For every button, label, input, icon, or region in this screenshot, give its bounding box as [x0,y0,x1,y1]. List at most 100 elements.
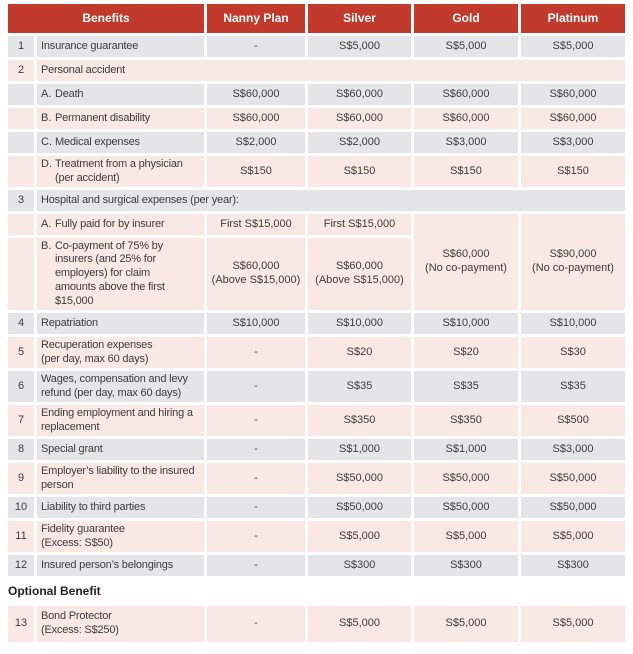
value-silver: S$5,000 [308,36,411,57]
value-nanny-plan: S$60,000 (Above S$15,000) [207,238,305,310]
value-silver: S$60,000 [308,108,411,129]
value-silver: S$20 [308,337,411,368]
value-gold: S$5,000 [414,521,518,552]
value-nanny-plan: - [207,405,305,436]
value-nanny-plan: S$150 [207,156,305,187]
value-gold: S$20 [414,337,518,368]
row-number: 2 [8,60,34,81]
row-number: 8 [8,439,34,460]
value-platinum: S$3,000 [521,439,625,460]
row-number: 6 [8,371,34,402]
value-nanny-plan: S$60,000 [207,108,305,129]
benefit-label: A. Death [37,84,204,105]
plan-comparison-table: Benefits Nanny Plan Silver Gold Platinum… [8,4,625,642]
value-nanny-plan: - [207,371,305,402]
benefit-letter: B. [41,111,52,124]
benefit-label: Ending employment and hiring a replaceme… [37,405,204,436]
value-silver: S$35 [308,371,411,402]
value-silver: S$1,000 [308,439,411,460]
value-platinum: S$150 [521,156,625,187]
value-gold-merged: S$60,000 (No co-payment) [414,214,518,310]
value-gold: S$60,000 [414,84,518,105]
value-silver: S$300 [308,555,411,576]
value-nanny-plan: - [207,463,305,494]
value-nanny-plan: - [207,337,305,368]
value-platinum: S$30 [521,337,625,368]
value-platinum: S$5,000 [521,521,625,552]
row-number: 3 [8,190,34,211]
benefit-text: Fully paid for by insurer [55,217,165,230]
benefit-letter: A. [41,87,52,100]
value-platinum: S$3,000 [521,132,625,153]
value-nanny-plan: S$60,000 [207,84,305,105]
section-label: Hospital and surgical expenses (per year… [37,190,625,211]
row-number-empty [8,214,34,235]
benefit-text: Death [55,87,84,100]
row-number: 5 [8,337,34,368]
benefit-label: Wages, compensation and levy refund (per… [37,371,204,402]
benefit-text: Wages, compensation and levy refund (per… [41,372,188,399]
benefit-text: Ending employment and hiring a replaceme… [41,406,193,433]
value-gold: S$5,000 [414,606,518,642]
value-silver: S$60,000 (Above S$15,000) [308,238,411,310]
benefit-label: Repatriation [37,313,204,334]
value-silver: S$5,000 [308,521,411,552]
value-gold: S$5,000 [414,36,518,57]
benefit-label: C. Medical expenses [37,132,204,153]
value-platinum: S$60,000 [521,108,625,129]
benefit-letter: C. [41,135,52,148]
benefit-row: C. Medical expenses [41,136,140,150]
value-platinum: S$10,000 [521,313,625,334]
header-cell-benefits: Benefits [8,4,204,33]
value-gold: S$60,000 [414,108,518,129]
value-silver: S$2,000 [308,132,411,153]
benefit-label: Special grant [37,439,204,460]
value-platinum: S$60,000 [521,84,625,105]
value-platinum: S$5,000 [521,36,625,57]
value-silver: S$150 [308,156,411,187]
benefit-label: Bond Protector (Excess: S$250) [37,606,204,642]
value-platinum: S$300 [521,555,625,576]
benefit-label: D. Treatment from a physician (per accide… [37,156,204,187]
benefit-letter: B. [41,239,52,252]
row-number-empty [8,108,34,129]
value-platinum: S$50,000 [521,463,625,494]
value-nanny-plan: - [207,36,305,57]
row-number: 9 [8,463,34,494]
value-nanny-plan: - [207,555,305,576]
value-silver: S$50,000 [308,497,411,518]
benefit-label: Insured person’s belongings [37,555,204,576]
value-nanny-plan: - [207,497,305,518]
header-cell-nanny-plan: Nanny Plan [207,4,305,33]
benefit-text: Insured person’s belongings [41,558,173,571]
value-platinum: S$35 [521,371,625,402]
optional-benefit-heading: Optional Benefit [8,579,625,603]
benefit-text: Hospital and surgical expenses (per year… [41,193,239,206]
value-platinum: S$5,000 [521,606,625,642]
benefit-text: Personal accident [41,63,126,76]
value-nanny-plan: - [207,439,305,460]
benefit-letter: A. [41,217,52,230]
value-nanny-plan: S$2,000 [207,132,305,153]
value-silver: S$60,000 [308,84,411,105]
row-number: 13 [8,606,34,642]
value-gold: S$10,000 [414,313,518,334]
value-platinum-merged: S$90,000 (No co-payment) [521,214,625,310]
benefit-text: Fidelity guarantee (Excess: S$50) [41,522,125,549]
benefit-text: Repatriation [41,316,98,329]
benefit-text: Medical expenses [55,135,140,148]
benefit-row: B. Co-payment of 75% by insurers (and 25%… [41,240,165,309]
value-nanny-plan: S$10,000 [207,313,305,334]
benefit-label: B. Permanent disability [37,108,204,129]
benefit-text: Co-payment of 75% by insurers (and 25% f… [55,239,165,307]
benefit-text: Permanent disability [55,111,151,124]
row-number: 7 [8,405,34,436]
benefit-text: Bond Protector (Excess: S$250) [41,610,119,636]
benefit-label: A. Fully paid for by insurer [37,214,204,235]
benefit-label: Liability to third parties [37,497,204,518]
row-number: 11 [8,521,34,552]
row-number: 12 [8,555,34,576]
value-gold: S$50,000 [414,463,518,494]
value-gold: S$35 [414,371,518,402]
value-silver: First S$15,000 [308,214,411,235]
